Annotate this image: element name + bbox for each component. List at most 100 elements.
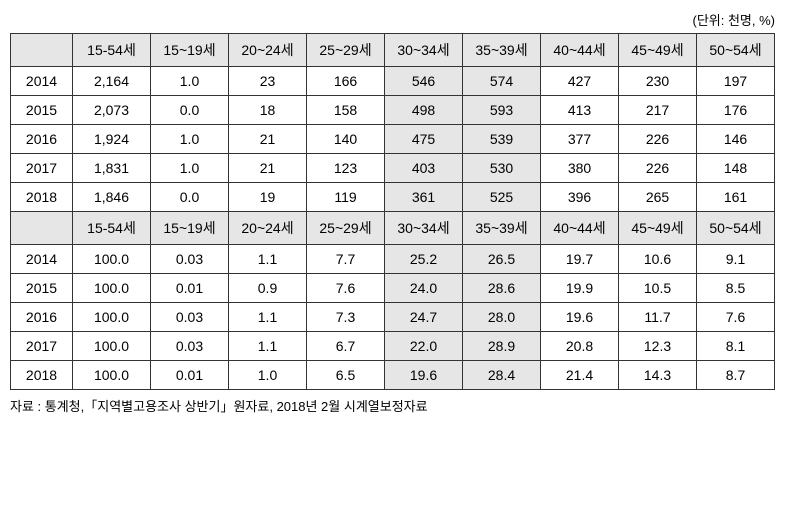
value-cell: 10.5 xyxy=(619,274,697,303)
table-row: 2018100.00.011.06.519.628.421.414.38.7 xyxy=(11,361,775,390)
value-cell: 226 xyxy=(619,125,697,154)
value-cell: 1.0 xyxy=(151,125,229,154)
table-head-2: 15-54세15~19세20~24세25~29세30~34세35~39세40~4… xyxy=(11,212,775,245)
value-cell: 1.0 xyxy=(229,361,307,390)
value-cell: 28.0 xyxy=(463,303,541,332)
value-cell: 19.6 xyxy=(541,303,619,332)
value-cell: 100.0 xyxy=(73,245,151,274)
table-row: 2015100.00.010.97.624.028.619.910.58.5 xyxy=(11,274,775,303)
value-cell: 10.6 xyxy=(619,245,697,274)
value-cell: 1.0 xyxy=(151,67,229,96)
table-row: 20181,8460.019119361525396265161 xyxy=(11,183,775,212)
value-cell: 1,924 xyxy=(73,125,151,154)
value-cell: 7.7 xyxy=(307,245,385,274)
value-cell: 413 xyxy=(541,96,619,125)
value-cell: 427 xyxy=(541,67,619,96)
column-header: 15~19세 xyxy=(151,212,229,245)
value-cell: 8.1 xyxy=(697,332,775,361)
value-cell: 2,164 xyxy=(73,67,151,96)
year-cell: 2016 xyxy=(11,303,73,332)
value-cell: 21 xyxy=(229,125,307,154)
value-cell: 176 xyxy=(697,96,775,125)
value-cell: 593 xyxy=(463,96,541,125)
value-cell: 380 xyxy=(541,154,619,183)
column-header: 15-54세 xyxy=(73,212,151,245)
value-cell: 28.4 xyxy=(463,361,541,390)
column-header: 40~44세 xyxy=(541,212,619,245)
value-cell: 19.9 xyxy=(541,274,619,303)
value-cell: 18 xyxy=(229,96,307,125)
value-cell: 539 xyxy=(463,125,541,154)
value-cell: 498 xyxy=(385,96,463,125)
value-cell: 217 xyxy=(619,96,697,125)
value-cell: 19.7 xyxy=(541,245,619,274)
value-cell: 140 xyxy=(307,125,385,154)
table-row: 2014100.00.031.17.725.226.519.710.69.1 xyxy=(11,245,775,274)
value-cell: 197 xyxy=(697,67,775,96)
column-header: 15~19세 xyxy=(151,34,229,67)
column-header: 25~29세 xyxy=(307,212,385,245)
column-header: 50~54세 xyxy=(697,212,775,245)
value-cell: 6.5 xyxy=(307,361,385,390)
value-cell: 1.0 xyxy=(151,154,229,183)
value-cell: 8.7 xyxy=(697,361,775,390)
value-cell: 265 xyxy=(619,183,697,212)
value-cell: 25.2 xyxy=(385,245,463,274)
value-cell: 546 xyxy=(385,67,463,96)
column-header xyxy=(11,34,73,67)
value-cell: 28.9 xyxy=(463,332,541,361)
value-cell: 226 xyxy=(619,154,697,183)
year-cell: 2015 xyxy=(11,96,73,125)
value-cell: 475 xyxy=(385,125,463,154)
year-cell: 2017 xyxy=(11,332,73,361)
value-cell: 146 xyxy=(697,125,775,154)
value-cell: 0.9 xyxy=(229,274,307,303)
table-row: 2016100.00.031.17.324.728.019.611.77.6 xyxy=(11,303,775,332)
value-cell: 21 xyxy=(229,154,307,183)
value-cell: 100.0 xyxy=(73,274,151,303)
table-row: 20142,1641.023166546574427230197 xyxy=(11,67,775,96)
value-cell: 2,073 xyxy=(73,96,151,125)
value-cell: 14.3 xyxy=(619,361,697,390)
value-cell: 0.0 xyxy=(151,96,229,125)
data-table: 15-54세15~19세20~24세25~29세30~34세35~39세40~4… xyxy=(10,33,775,390)
value-cell: 1,831 xyxy=(73,154,151,183)
value-cell: 574 xyxy=(463,67,541,96)
column-header: 30~34세 xyxy=(385,212,463,245)
value-cell: 7.3 xyxy=(307,303,385,332)
value-cell: 12.3 xyxy=(619,332,697,361)
value-cell: 19 xyxy=(229,183,307,212)
value-cell: 26.5 xyxy=(463,245,541,274)
column-header: 15-54세 xyxy=(73,34,151,67)
column-header: 35~39세 xyxy=(463,34,541,67)
value-cell: 19.6 xyxy=(385,361,463,390)
value-cell: 24.0 xyxy=(385,274,463,303)
unit-label: (단위: 천명, %) xyxy=(10,10,775,29)
value-cell: 1.1 xyxy=(229,303,307,332)
year-cell: 2017 xyxy=(11,154,73,183)
year-cell: 2018 xyxy=(11,183,73,212)
table-row: 20171,8311.021123403530380226148 xyxy=(11,154,775,183)
table-head-1: 15-54세15~19세20~24세25~29세30~34세35~39세40~4… xyxy=(11,34,775,67)
column-header: 45~49세 xyxy=(619,212,697,245)
value-cell: 361 xyxy=(385,183,463,212)
value-cell: 148 xyxy=(697,154,775,183)
column-header: 25~29세 xyxy=(307,34,385,67)
table-body-1: 20142,1641.02316654657442723019720152,07… xyxy=(11,67,775,212)
table-row: 2017100.00.031.16.722.028.920.812.38.1 xyxy=(11,332,775,361)
value-cell: 24.7 xyxy=(385,303,463,332)
column-header: 20~24세 xyxy=(229,212,307,245)
value-cell: 11.7 xyxy=(619,303,697,332)
table-row: 20152,0730.018158498593413217176 xyxy=(11,96,775,125)
value-cell: 23 xyxy=(229,67,307,96)
value-cell: 22.0 xyxy=(385,332,463,361)
value-cell: 8.5 xyxy=(697,274,775,303)
value-cell: 0.01 xyxy=(151,274,229,303)
table-body-2: 2014100.00.031.17.725.226.519.710.69.120… xyxy=(11,245,775,390)
value-cell: 123 xyxy=(307,154,385,183)
value-cell: 1,846 xyxy=(73,183,151,212)
value-cell: 119 xyxy=(307,183,385,212)
year-cell: 2014 xyxy=(11,67,73,96)
value-cell: 166 xyxy=(307,67,385,96)
year-cell: 2014 xyxy=(11,245,73,274)
